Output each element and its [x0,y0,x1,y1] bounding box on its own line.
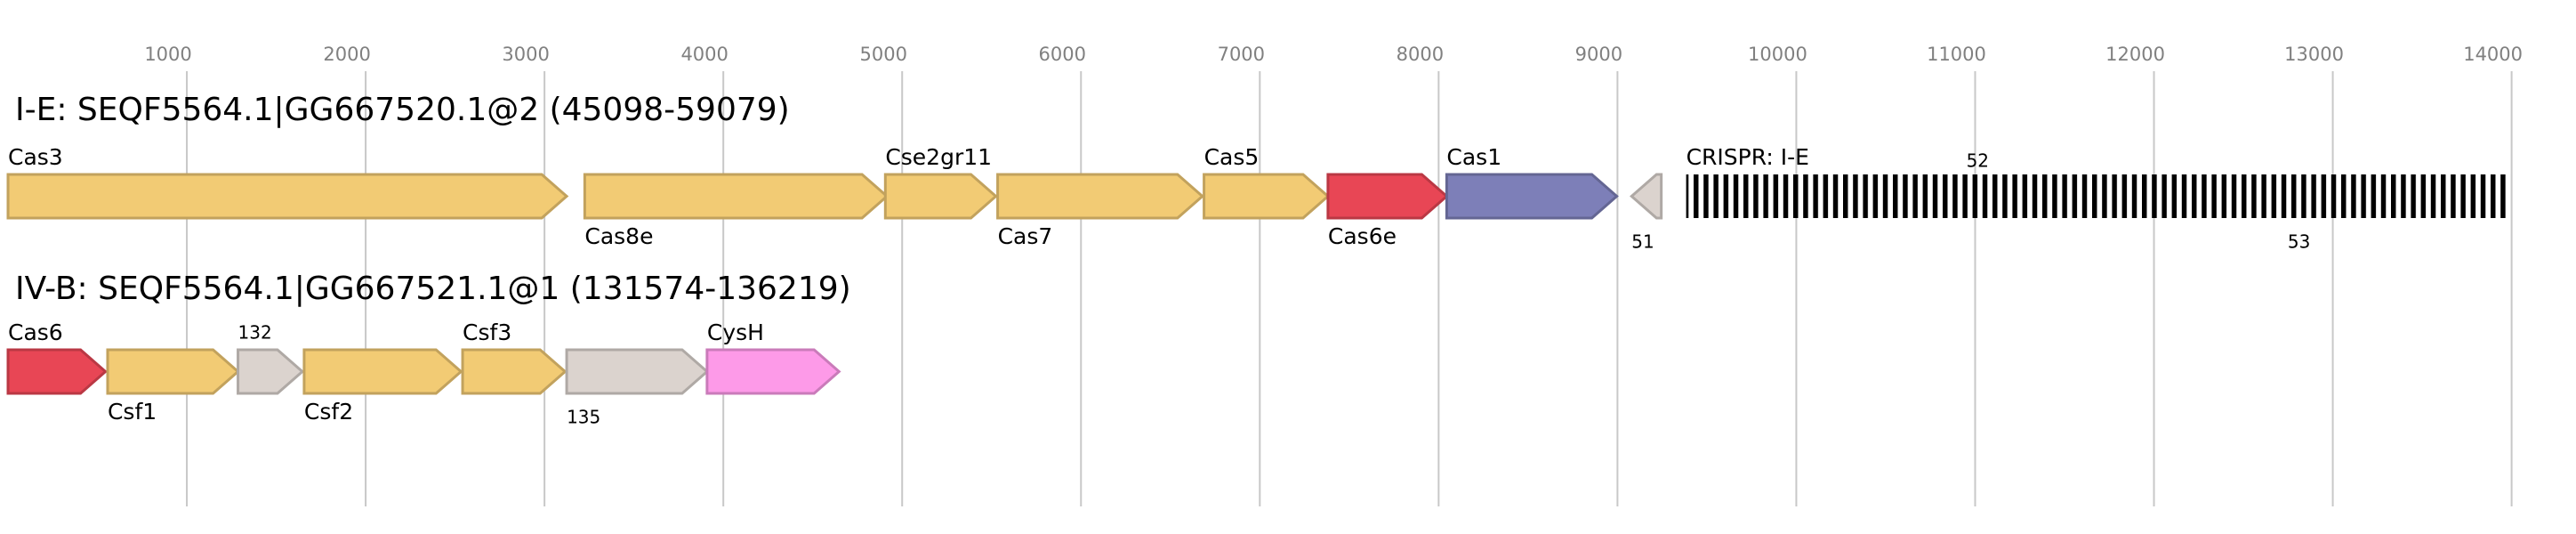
gene-arrow [461,348,568,395]
track-title: IV-B: SEQF5564.1|GG667521.1@1 (131574-13… [15,271,851,307]
gene-label: Cas6 [8,320,63,345]
crispr-label: CRISPR: I-E [1686,144,1809,170]
x-tick-label: 7000 [1218,44,1265,65]
gene-label: Csf3 [463,320,511,345]
gene-label: Cas7 [998,223,1053,249]
x-tick-label: 10000 [1748,44,1807,65]
gene-label: Csf2 [304,399,353,425]
repeat-label: 52 [1967,150,1989,172]
gene-label: Csf1 [108,399,157,425]
gene-arrow [1203,173,1331,220]
gene-arrow [565,348,710,395]
x-tick-label: 3000 [502,44,549,65]
gene-label: Cas6e [1328,223,1397,249]
gene-arrow [996,173,1205,220]
gene-label: Cas8e [584,223,653,249]
gene-arrow [6,173,569,220]
gene-label: Cas3 [8,144,63,170]
x-tick-label: 1000 [144,44,191,65]
x-tick-label: 13000 [2284,44,2344,65]
gene-arrow [583,173,890,220]
x-tick-label: 11000 [1927,44,1986,65]
gene-arrow [1445,173,1619,220]
track-title: I-E: SEQF5564.1|GG667520.1@2 (45098-5907… [15,92,790,128]
gene-label: 132 [238,322,272,344]
gene-label: 51 [1631,231,1654,253]
x-tick-label: 2000 [323,44,370,65]
x-tick-label: 9000 [1575,44,1622,65]
gene-arrow [106,348,240,395]
gene-label: CysH [707,320,764,345]
x-tick-label: 14000 [2463,44,2523,65]
x-tick-label: 4000 [680,44,728,65]
gene-label: 135 [567,407,600,428]
gene-arrow [302,348,463,395]
x-tick-label: 5000 [859,44,906,65]
gene-label: Cas5 [1204,144,1260,170]
x-tick-label: 6000 [1039,44,1086,65]
x-tick-label: 8000 [1397,44,1444,65]
x-tick-label: 12000 [2105,44,2165,65]
repeat-label: 53 [2288,231,2310,253]
gene-arrow [237,348,305,395]
gene-arrow [705,348,841,395]
gene-label: Cse2gr11 [885,144,992,170]
gene-arrow [1326,173,1449,220]
gene-arrow [1630,173,1663,220]
crispr-array [1686,174,2511,218]
gene-arrow [883,173,998,220]
gene-label: Cas1 [1446,144,1501,170]
gene-arrow [6,348,108,395]
